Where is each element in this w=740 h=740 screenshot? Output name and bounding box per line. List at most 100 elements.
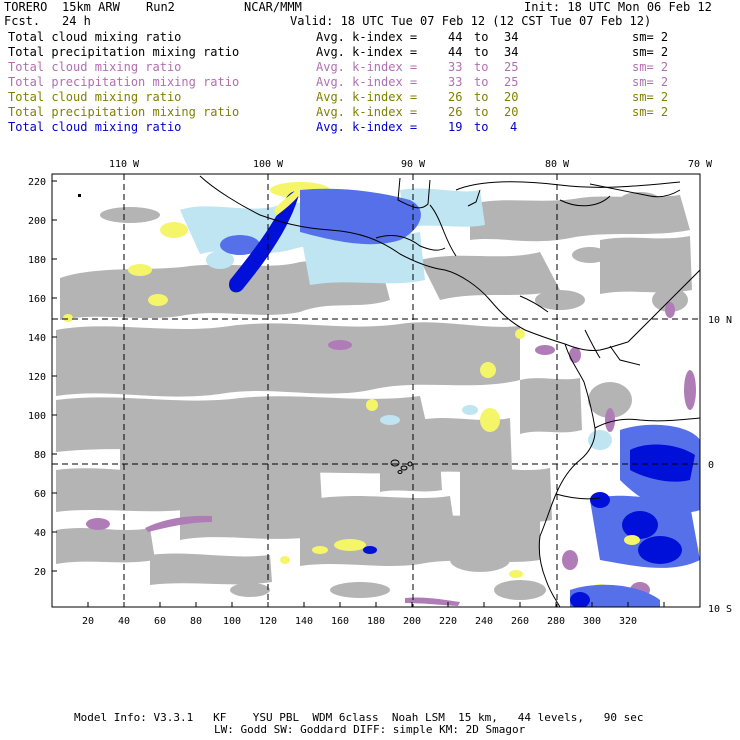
legend-sm: sm= 2 — [632, 30, 669, 44]
legend-to: 34 — [504, 45, 519, 59]
legend-from: 19 — [448, 120, 463, 134]
legend-to-label: to — [474, 30, 489, 44]
caribbean-islands — [589, 183, 681, 198]
footer-model-info: Model Info: V3.3.1 KF YSU PBL WDM 6class… — [74, 711, 644, 724]
x-label: 80 — [190, 616, 202, 627]
lat-label: 0 — [708, 460, 714, 471]
y-label: 40 — [34, 528, 46, 539]
lon-label: 110 W — [109, 159, 140, 170]
legend-to: 25 — [504, 60, 519, 74]
y-label: 200 — [28, 216, 46, 227]
legend-sm: sm= 2 — [632, 90, 669, 104]
x-label: 140 — [295, 616, 313, 627]
legend-field: Total cloud mixing ratio — [8, 120, 182, 134]
legend-to-label: to — [474, 60, 489, 74]
legend-field: Total cloud mixing ratio — [8, 60, 182, 74]
cloud-deepblue-areas — [229, 191, 695, 607]
legend-to: 25 — [504, 75, 519, 89]
legend-avg: Avg. k-index = — [316, 60, 425, 74]
x-label: 60 — [154, 616, 166, 627]
lat-label: 10 N — [708, 315, 732, 326]
y-label: 120 — [28, 372, 46, 383]
cloud-purple-areas — [86, 302, 696, 606]
legend-sm: sm= 2 — [632, 75, 669, 89]
legend-avg: Avg. k-index = — [316, 75, 425, 89]
x-label: 180 — [367, 616, 385, 627]
legend-to: 4 — [510, 120, 518, 134]
x-label: 280 — [547, 616, 565, 627]
y-label: 220 — [28, 177, 46, 188]
legend-sm: sm= 2 — [632, 105, 669, 119]
legend-field: Total precipitation mixing ratio — [8, 105, 240, 119]
legend-to: 34 — [504, 30, 519, 44]
x-label: 40 — [118, 616, 130, 627]
legend-avg: Avg. k-index = — [316, 90, 425, 104]
legend-to-label: to — [474, 75, 489, 89]
lat-lon-grid — [52, 174, 700, 607]
x-label: 120 — [259, 616, 277, 627]
legend-to-label: to — [474, 105, 489, 119]
valid-time: Valid: 18 UTC Tue 07 Feb 12 (12 CST Tue … — [290, 14, 652, 28]
legend-from: 26 — [448, 105, 463, 119]
footer-physics: LW: Godd SW: Goddard DIFF: simple KM: 2D… — [214, 723, 526, 736]
legend-field: Total precipitation mixing ratio — [8, 45, 240, 59]
legend-sm: sm= 2 — [632, 60, 669, 74]
lon-label: 90 W — [401, 159, 426, 170]
legend-sm: sm= 2 — [632, 45, 669, 59]
legend-to-label: to — [474, 90, 489, 104]
legend-from: 26 — [448, 90, 463, 104]
legend-to-label: to — [474, 45, 489, 59]
cloud-yellow-cores — [274, 190, 640, 545]
init-time: Init: 18 UTC Mon 06 Feb 12 — [524, 0, 712, 14]
model-resolution: 15km ARW — [62, 0, 120, 14]
island-dot — [78, 194, 81, 197]
coastlines — [199, 175, 700, 607]
lon-label: 80 W — [545, 159, 570, 170]
x-label: 20 — [82, 616, 94, 627]
lat-label: 10 S — [708, 604, 732, 615]
legend-from: 33 — [448, 75, 463, 89]
x-label: 100 — [223, 616, 241, 627]
legend-field: Total precipitation mixing ratio — [8, 75, 240, 89]
x-label: 160 — [331, 616, 349, 627]
legend-avg: Avg. k-index = — [316, 45, 425, 59]
organization: NCAR/MMM — [244, 0, 302, 14]
legend-field: Total cloud mixing ratio — [8, 30, 182, 44]
legend-from: 44 — [448, 30, 463, 44]
legend-from: 44 — [448, 45, 463, 59]
axis-ticks — [52, 180, 665, 607]
y-label: 180 — [28, 255, 46, 266]
y-label: 140 — [28, 333, 46, 344]
lon-label: 100 W — [253, 159, 284, 170]
x-label: 320 — [619, 616, 637, 627]
cloud-gray-areas — [56, 192, 692, 600]
right-lat-labels: 10 N 0 10 S — [708, 315, 732, 615]
model-name: TORERO — [4, 0, 48, 14]
run-label: Run2 — [146, 0, 175, 14]
legend-field: Total cloud mixing ratio — [8, 90, 182, 104]
legend-avg: Avg. k-index = — [316, 120, 425, 134]
y-label: 160 — [28, 294, 46, 305]
y-label: 100 — [28, 411, 46, 422]
legend-to: 20 — [504, 90, 519, 104]
legend-avg: Avg. k-index = — [316, 105, 425, 119]
y-label: 60 — [34, 489, 46, 500]
bottom-grid-labels: 20 40 60 80 100 120 140 160 180 200 220 … — [82, 616, 637, 627]
forecast-hour: 24 h — [62, 14, 91, 28]
legend-to: 20 — [504, 105, 519, 119]
x-label: 200 — [403, 616, 421, 627]
x-label: 220 — [439, 616, 457, 627]
legend-to-label: to — [474, 120, 489, 134]
x-label: 300 — [583, 616, 601, 627]
x-label: 240 — [475, 616, 493, 627]
x-label: 260 — [511, 616, 529, 627]
forecast-label: Fcst. — [4, 14, 41, 28]
legend-from: 33 — [448, 60, 463, 74]
left-grid-labels: 220 200 180 160 140 120 100 80 60 40 20 — [28, 177, 46, 578]
lon-label: 70 W — [688, 159, 713, 170]
y-label: 20 — [34, 567, 46, 578]
y-label: 80 — [34, 450, 46, 461]
legend-avg: Avg. k-index = — [316, 30, 425, 44]
top-lon-labels: 110 W 100 W 90 W 80 W 70 W — [109, 159, 713, 170]
